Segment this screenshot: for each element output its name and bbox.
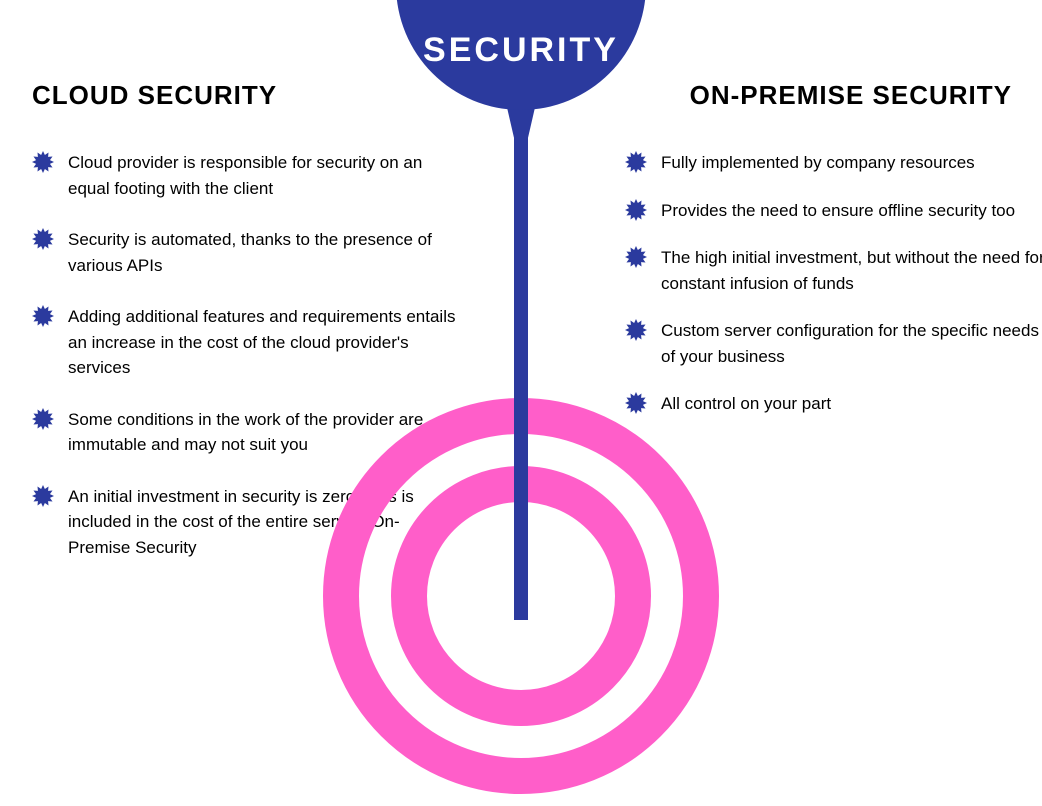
center-stem bbox=[514, 100, 528, 620]
list-item-text: Adding additional features and requireme… bbox=[68, 304, 462, 381]
starburst-icon bbox=[32, 305, 54, 327]
header-badge: SECURITY bbox=[396, 0, 646, 110]
list-item: Custom server configuration for the spec… bbox=[625, 318, 1042, 369]
list-item: Provides the need to ensure offline secu… bbox=[625, 198, 1042, 224]
list-item: The high initial investment, but without… bbox=[625, 245, 1042, 296]
starburst-icon bbox=[32, 228, 54, 250]
list-item: Adding additional features and requireme… bbox=[32, 304, 462, 381]
starburst-icon bbox=[625, 246, 647, 268]
starburst-icon bbox=[625, 199, 647, 221]
right-column-title: ON-PREMISE SECURITY bbox=[690, 80, 1012, 111]
starburst-icon bbox=[625, 151, 647, 173]
list-item-text: Custom server configuration for the spec… bbox=[661, 318, 1042, 369]
list-item-text: The high initial investment, but without… bbox=[661, 245, 1042, 296]
page-title: SECURITY bbox=[423, 31, 619, 70]
list-item-text: Fully implemented by company resources bbox=[661, 150, 975, 176]
list-item: Cloud provider is responsible for securi… bbox=[32, 150, 462, 201]
list-item: Fully implemented by company resources bbox=[625, 150, 1042, 176]
starburst-icon bbox=[625, 319, 647, 341]
list-item-text: Provides the need to ensure offline secu… bbox=[661, 198, 1015, 224]
list-item-text: Cloud provider is responsible for securi… bbox=[68, 150, 462, 201]
list-item: Security is automated, thanks to the pre… bbox=[32, 227, 462, 278]
starburst-icon bbox=[32, 151, 54, 173]
left-column-title: CLOUD SECURITY bbox=[32, 80, 277, 111]
list-item-text: Security is automated, thanks to the pre… bbox=[68, 227, 462, 278]
starburst-icon bbox=[32, 485, 54, 507]
starburst-icon bbox=[32, 408, 54, 430]
